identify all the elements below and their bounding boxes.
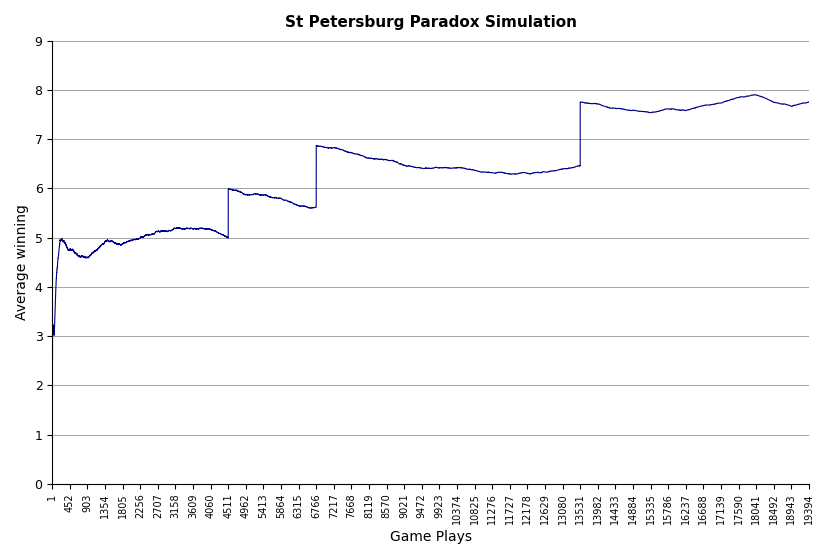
Y-axis label: Average winning: Average winning bbox=[15, 205, 29, 320]
Title: St Petersburg Paradox Simulation: St Petersburg Paradox Simulation bbox=[284, 15, 576, 30]
X-axis label: Game Plays: Game Plays bbox=[389, 530, 471, 544]
